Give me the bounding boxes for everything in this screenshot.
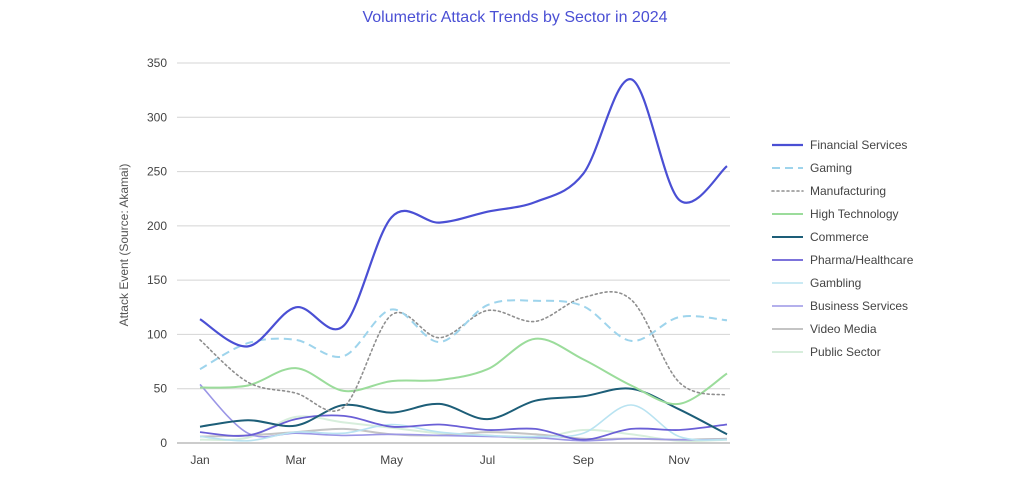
legend-label-business-services: Business Services <box>810 299 908 313</box>
legend-label-commerce: Commerce <box>810 230 869 244</box>
y-axis-ticks: 0 50 100 150 200 250 300 350 <box>147 56 167 450</box>
legend: Financial Services Gaming Manufacturing Hig… <box>771 138 914 359</box>
legend-label-pharma-healthcare: Pharma/Healthcare <box>810 253 914 267</box>
series-line-high-technology <box>199 337 728 405</box>
y-tick-label: 200 <box>147 219 167 233</box>
y-tick-label: 300 <box>147 110 167 124</box>
x-tick-label: May <box>380 453 403 467</box>
x-tick-label: Nov <box>668 453 689 467</box>
y-axis-label: Attack Event (Source: Akamai) <box>117 164 131 327</box>
y-tick-label: 50 <box>154 382 168 396</box>
series-line-pharma-healthcare <box>199 414 728 441</box>
legend-label-financial-services: Financial Services <box>810 138 907 152</box>
x-axis-ticks: Jan Mar May Jul Sep Nov <box>190 453 689 467</box>
legend-label-gambling: Gambling <box>810 276 861 290</box>
series-line-financial-services <box>199 78 728 348</box>
series-line-commerce <box>199 387 728 436</box>
series-line-gambling <box>199 404 728 442</box>
y-tick-label: 250 <box>147 165 167 179</box>
legend-label-gaming: Gaming <box>810 161 852 175</box>
y-tick-label: 150 <box>147 273 167 287</box>
series-line-gaming <box>199 299 728 371</box>
x-tick-label: Jul <box>480 453 495 467</box>
y-tick-label: 350 <box>147 56 167 70</box>
series-line-manufacturing <box>199 291 728 412</box>
x-tick-label: Sep <box>573 453 595 467</box>
series-lines <box>199 78 728 443</box>
y-tick-label: 0 <box>160 436 167 450</box>
x-tick-label: Mar <box>285 453 306 467</box>
legend-label-video-media: Video Media <box>810 322 877 336</box>
chart-title: Volumetric Attack Trends by Sector in 20… <box>362 9 667 26</box>
legend-label-high-technology: High Technology <box>810 207 899 221</box>
legend-label-manufacturing: Manufacturing <box>810 184 886 198</box>
x-tick-label: Jan <box>190 453 209 467</box>
legend-label-public-sector: Public Sector <box>810 345 881 359</box>
gridlines <box>177 62 730 444</box>
y-tick-label: 100 <box>147 327 167 341</box>
